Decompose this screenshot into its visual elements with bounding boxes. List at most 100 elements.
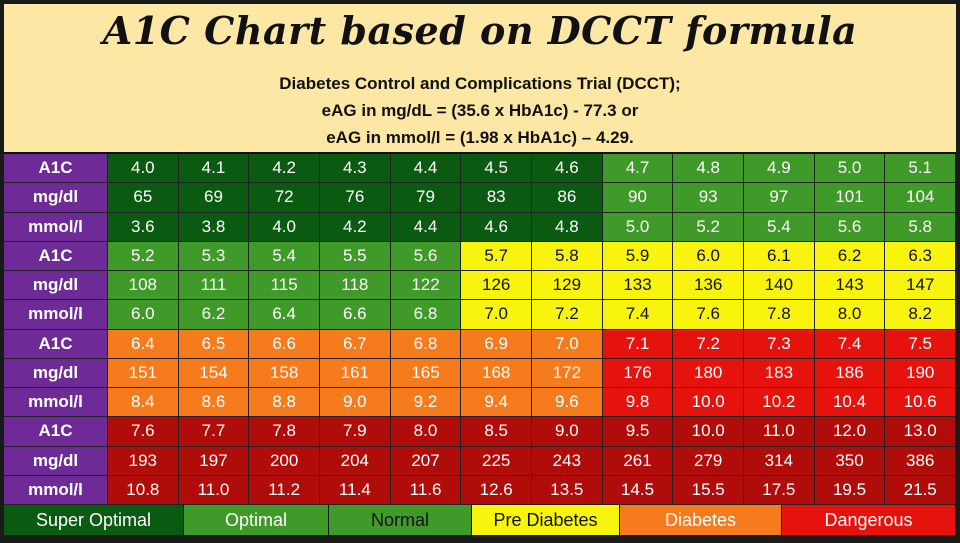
cell-a1c: 4.3: [320, 154, 391, 184]
cell-mmol: 5.2: [673, 212, 745, 242]
cell-a1c: 6.8: [390, 329, 462, 359]
cell-a1c: 7.7: [178, 417, 250, 447]
cell-mmol: 7.2: [532, 300, 603, 330]
cell-mgdl: 101: [814, 183, 886, 213]
subtitle-dcct: Diabetes Control and Complications Trial…: [279, 74, 681, 93]
cell-mmol: 14.5: [602, 475, 674, 505]
cell-a1c: 5.8: [532, 241, 603, 271]
cell-mmol: 5.6: [814, 212, 886, 242]
cell-mmol: 21.5: [885, 475, 957, 505]
cell-mgdl: 143: [814, 271, 886, 301]
cell-mmol: 10.8: [108, 475, 179, 505]
cell-mgdl: 314: [744, 446, 815, 476]
cell-mmol: 11.2: [249, 475, 320, 505]
cell-a1c: 7.6: [108, 417, 179, 447]
row-label-mgdl: mg/dl: [4, 183, 108, 213]
cell-mgdl: 154: [178, 358, 250, 388]
cell-mgdl: 65: [108, 183, 179, 213]
cell-a1c: 7.1: [602, 329, 674, 359]
cell-a1c: 4.7: [602, 154, 674, 184]
cell-mmol: 7.4: [602, 300, 674, 330]
row-label-a1c: A1C: [4, 241, 108, 271]
cell-mmol: 3.8: [178, 212, 250, 242]
cell-a1c: 5.3: [178, 241, 250, 271]
cell-a1c: 5.9: [602, 241, 674, 271]
cell-mgdl: 193: [108, 446, 179, 476]
cell-mgdl: 83: [461, 183, 532, 213]
cell-mgdl: 190: [885, 358, 957, 388]
cell-mgdl: 161: [320, 358, 391, 388]
cell-a1c: 6.9: [461, 329, 532, 359]
cell-mmol: 6.0: [108, 300, 179, 330]
cell-a1c: 4.2: [249, 154, 320, 184]
cell-mmol: 8.6: [178, 388, 250, 418]
cell-mgdl: 104: [885, 183, 957, 213]
cell-mmol: 15.5: [673, 475, 745, 505]
cell-mgdl: 129: [532, 271, 603, 301]
cell-a1c: 7.3: [744, 329, 815, 359]
cell-mmol: 10.0: [673, 388, 745, 418]
cell-mmol: 19.5: [814, 475, 886, 505]
legend-diabetes: Diabetes: [620, 505, 782, 535]
legend-pre-diabetes: Pre Diabetes: [472, 505, 620, 535]
cell-a1c: 6.1: [744, 241, 815, 271]
cell-mmol: 10.4: [814, 388, 886, 418]
cell-a1c: 4.5: [461, 154, 532, 184]
cell-a1c: 7.5: [885, 329, 957, 359]
cell-mgdl: 172: [532, 358, 603, 388]
cell-a1c: 4.6: [532, 154, 603, 184]
cell-mgdl: 243: [532, 446, 603, 476]
header-panel: A1C Chart based on DCCT formula Diabetes…: [4, 4, 956, 152]
cell-mmol: 9.6: [532, 388, 603, 418]
cell-a1c: 7.0: [532, 329, 603, 359]
cell-mgdl: 79: [390, 183, 462, 213]
cell-mgdl: 76: [320, 183, 391, 213]
cell-a1c: 5.6: [390, 241, 462, 271]
row-label-mmol: mmol/l: [4, 300, 108, 330]
cell-mgdl: 86: [532, 183, 603, 213]
cell-mgdl: 122: [390, 271, 462, 301]
row-label-a1c: A1C: [4, 154, 108, 184]
cell-mmol: 10.6: [885, 388, 957, 418]
cell-a1c: 7.2: [673, 329, 745, 359]
cell-mgdl: 180: [673, 358, 745, 388]
cell-mgdl: 93: [673, 183, 745, 213]
cell-mgdl: 108: [108, 271, 179, 301]
cell-mgdl: 279: [673, 446, 745, 476]
cell-mmol: 9.8: [602, 388, 674, 418]
cell-mmol: 9.2: [390, 388, 462, 418]
cell-mmol: 5.0: [602, 212, 674, 242]
cell-a1c: 9.5: [602, 417, 674, 447]
cell-a1c: 5.0: [814, 154, 886, 184]
cell-mmol: 10.2: [744, 388, 815, 418]
cell-a1c: 6.6: [249, 329, 320, 359]
cell-mmol: 8.0: [814, 300, 886, 330]
row-label-a1c: A1C: [4, 329, 108, 359]
legend-optimal: Optimal: [184, 505, 329, 535]
cell-a1c: 6.2: [814, 241, 886, 271]
cell-mgdl: 151: [108, 358, 179, 388]
row-label-mgdl: mg/dl: [4, 271, 108, 301]
cell-mgdl: 183: [744, 358, 815, 388]
cell-mgdl: 69: [178, 183, 250, 213]
cell-mmol: 4.6: [461, 212, 532, 242]
cell-mgdl: 115: [249, 271, 320, 301]
cell-mgdl: 97: [744, 183, 815, 213]
cell-mmol: 17.5: [744, 475, 815, 505]
cell-mmol: 7.8: [744, 300, 815, 330]
a1c-chart-page: A1C Chart based on DCCT formula Diabetes…: [4, 4, 957, 535]
cell-mgdl: 147: [885, 271, 957, 301]
cell-a1c: 9.0: [532, 417, 603, 447]
cell-mmol: 7.6: [673, 300, 745, 330]
legend-bar: Super Optimal Optimal Normal Pre Diabetes Di…: [4, 505, 956, 535]
cell-mmol: 6.6: [320, 300, 391, 330]
cell-mgdl: 140: [744, 271, 815, 301]
cell-a1c: 6.3: [885, 241, 957, 271]
cell-a1c: 5.4: [249, 241, 320, 271]
cell-a1c: 13.0: [885, 417, 957, 447]
cell-mgdl: 168: [461, 358, 532, 388]
cell-mmol: 5.4: [744, 212, 815, 242]
cell-a1c: 6.4: [108, 329, 179, 359]
cell-mgdl: 176: [602, 358, 674, 388]
cell-mgdl: 118: [320, 271, 391, 301]
